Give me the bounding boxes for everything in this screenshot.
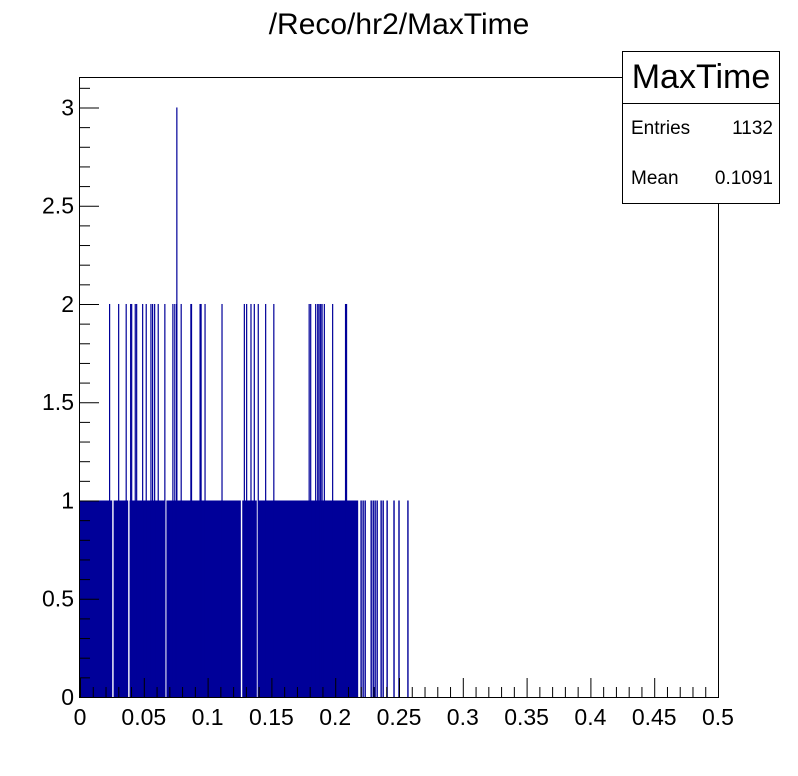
y-tick-label: 2 bbox=[61, 291, 74, 317]
stats-label: Entries bbox=[631, 118, 691, 139]
histogram-bars bbox=[80, 107, 409, 697]
x-tick-label: 0.2 bbox=[319, 704, 351, 730]
chart-title: /Reco/hr2/MaxTime bbox=[268, 8, 530, 41]
y-axis: 0 0.5 1 1.5 2 2.5 3 bbox=[42, 87, 99, 710]
y-tick-label: 1 bbox=[61, 487, 74, 513]
y-tick-label: 0 bbox=[61, 684, 74, 710]
stats-row-mean: Mean 0.1091 bbox=[623, 154, 779, 204]
x-tick-label: 0.1 bbox=[192, 704, 224, 730]
x-tick-label: 0.25 bbox=[377, 704, 422, 730]
stats-row-entries: Entries 1132 bbox=[623, 104, 779, 154]
x-tick-label: 0.4 bbox=[574, 704, 606, 730]
x-axis: 0 0.05 0.1 0.15 0.2 0.25 0.3 0.35 0.4 0.45 0.5 bbox=[74, 678, 734, 730]
plot-frame bbox=[79, 77, 719, 698]
y-tick-label: 2.5 bbox=[42, 193, 74, 219]
stats-value: 0.1091 bbox=[714, 168, 773, 189]
stats-title: MaxTime bbox=[623, 52, 779, 104]
stats-value: 1132 bbox=[732, 118, 773, 139]
y-tick-label: 0.5 bbox=[42, 586, 74, 612]
x-tick-label: 0.05 bbox=[121, 704, 166, 730]
x-tick-label: 0.45 bbox=[632, 704, 677, 730]
y-tick-label: 3 bbox=[61, 94, 74, 120]
y-tick-label: 1.5 bbox=[42, 389, 74, 415]
stats-box: MaxTime Entries 1132 Mean 0.1091 bbox=[622, 51, 780, 204]
x-tick-label: 0.3 bbox=[447, 704, 479, 730]
x-tick-label: 0.35 bbox=[504, 704, 549, 730]
stats-label: Mean bbox=[631, 168, 679, 189]
x-tick-label: 0.15 bbox=[249, 704, 294, 730]
x-tick-label: 0.5 bbox=[702, 704, 734, 730]
x-tick-label: 0 bbox=[74, 704, 87, 730]
